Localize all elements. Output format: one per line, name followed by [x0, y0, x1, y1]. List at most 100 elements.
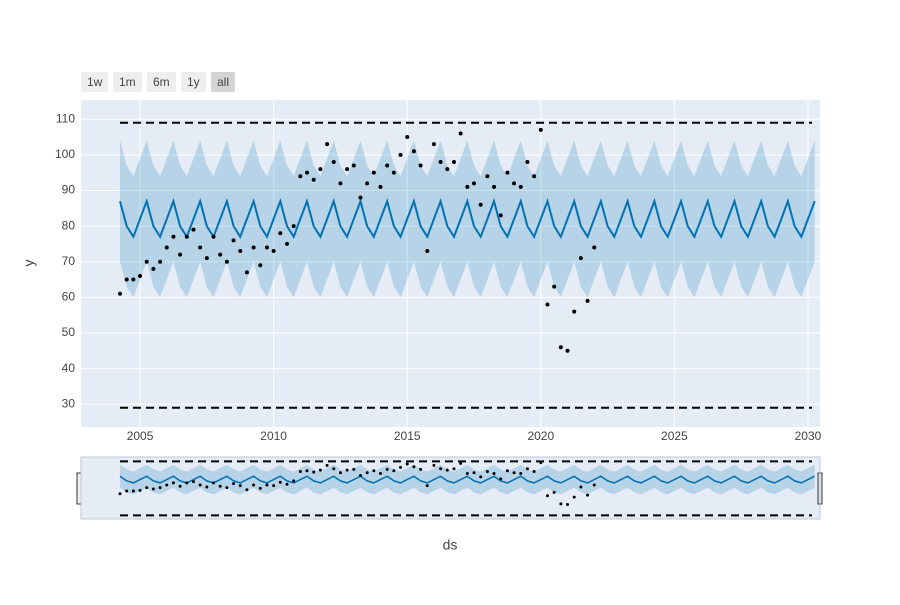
data-point [325, 463, 329, 467]
data-point [144, 259, 149, 264]
data-point [184, 234, 189, 239]
data-point [472, 471, 476, 475]
data-point [418, 163, 423, 168]
data-point [158, 259, 163, 264]
data-point [572, 495, 576, 499]
data-point [252, 483, 256, 487]
data-point [218, 252, 223, 257]
data-point [285, 482, 289, 486]
data-point [225, 486, 229, 490]
data-point [245, 488, 249, 492]
data-point [532, 174, 537, 179]
data-point [485, 469, 489, 473]
data-point [532, 469, 536, 473]
x-tick-label: 2030 [795, 429, 822, 443]
data-point [578, 256, 583, 261]
data-point [205, 485, 209, 489]
data-point [518, 184, 523, 189]
y-tick-label: 40 [62, 361, 76, 375]
data-point [118, 492, 122, 496]
data-point [465, 471, 469, 475]
x-tick-label: 2020 [527, 429, 554, 443]
data-point [171, 234, 176, 239]
data-point [164, 245, 169, 250]
data-point [519, 471, 523, 475]
data-point [371, 170, 376, 175]
data-point [425, 249, 430, 254]
data-point [385, 467, 389, 471]
data-point [151, 487, 155, 491]
data-point [399, 465, 403, 469]
data-point [472, 181, 477, 186]
data-point [185, 481, 189, 485]
data-point [292, 479, 296, 483]
data-point [498, 213, 503, 218]
range-button[interactable]: all [211, 72, 236, 92]
data-point [345, 468, 349, 472]
data-point [151, 266, 156, 271]
range-button[interactable]: 1w [81, 72, 109, 92]
range-button[interactable]: 6m [147, 72, 176, 92]
data-point [552, 490, 556, 494]
data-point [358, 195, 363, 200]
data-point [271, 249, 276, 254]
forecast-line [119, 197, 816, 240]
data-point [411, 149, 416, 154]
x-axis-title: ds [443, 537, 458, 553]
data-point [178, 484, 182, 488]
data-point [211, 234, 216, 239]
data-point [365, 181, 370, 186]
x-tick-label: 2015 [394, 429, 421, 443]
data-point [452, 467, 456, 471]
data-point [419, 467, 423, 471]
data-point [338, 181, 343, 186]
data-point [278, 480, 282, 484]
data-point [352, 467, 356, 471]
data-point [191, 480, 195, 484]
data-point [425, 484, 429, 488]
y-tick-label: 60 [62, 290, 76, 304]
data-point [586, 493, 590, 497]
data-point [332, 467, 336, 471]
data-point [559, 502, 563, 506]
data-point [558, 345, 563, 350]
data-point [405, 462, 409, 466]
data-point [158, 486, 162, 490]
data-point [231, 238, 236, 243]
data-point [224, 259, 229, 264]
data-point [278, 231, 283, 236]
data-point [372, 469, 376, 473]
x-tick-label: 2005 [127, 429, 154, 443]
data-point [492, 471, 496, 475]
data-point [284, 241, 289, 246]
data-point [171, 481, 175, 485]
y-axis-title: y [21, 260, 37, 267]
data-point [379, 471, 383, 475]
data-point [331, 159, 336, 164]
data-point [398, 152, 403, 157]
data-point [325, 142, 330, 147]
range-button[interactable]: 1y [181, 72, 206, 92]
data-point [512, 471, 516, 475]
data-point [345, 167, 350, 172]
data-point [492, 184, 497, 189]
data-point [298, 469, 302, 473]
data-point [385, 163, 390, 168]
data-point [251, 245, 256, 250]
data-point [238, 484, 242, 488]
data-point [138, 273, 143, 278]
data-point [585, 298, 590, 303]
data-point [479, 475, 483, 479]
data-point [592, 245, 597, 250]
data-point [445, 468, 449, 472]
data-point [365, 471, 369, 475]
data-point [539, 461, 543, 465]
data-point [465, 184, 470, 189]
data-point [131, 277, 136, 282]
range-button[interactable]: 1m [113, 72, 142, 92]
data-point [552, 284, 557, 289]
data-point [378, 184, 383, 189]
data-point [244, 270, 249, 275]
